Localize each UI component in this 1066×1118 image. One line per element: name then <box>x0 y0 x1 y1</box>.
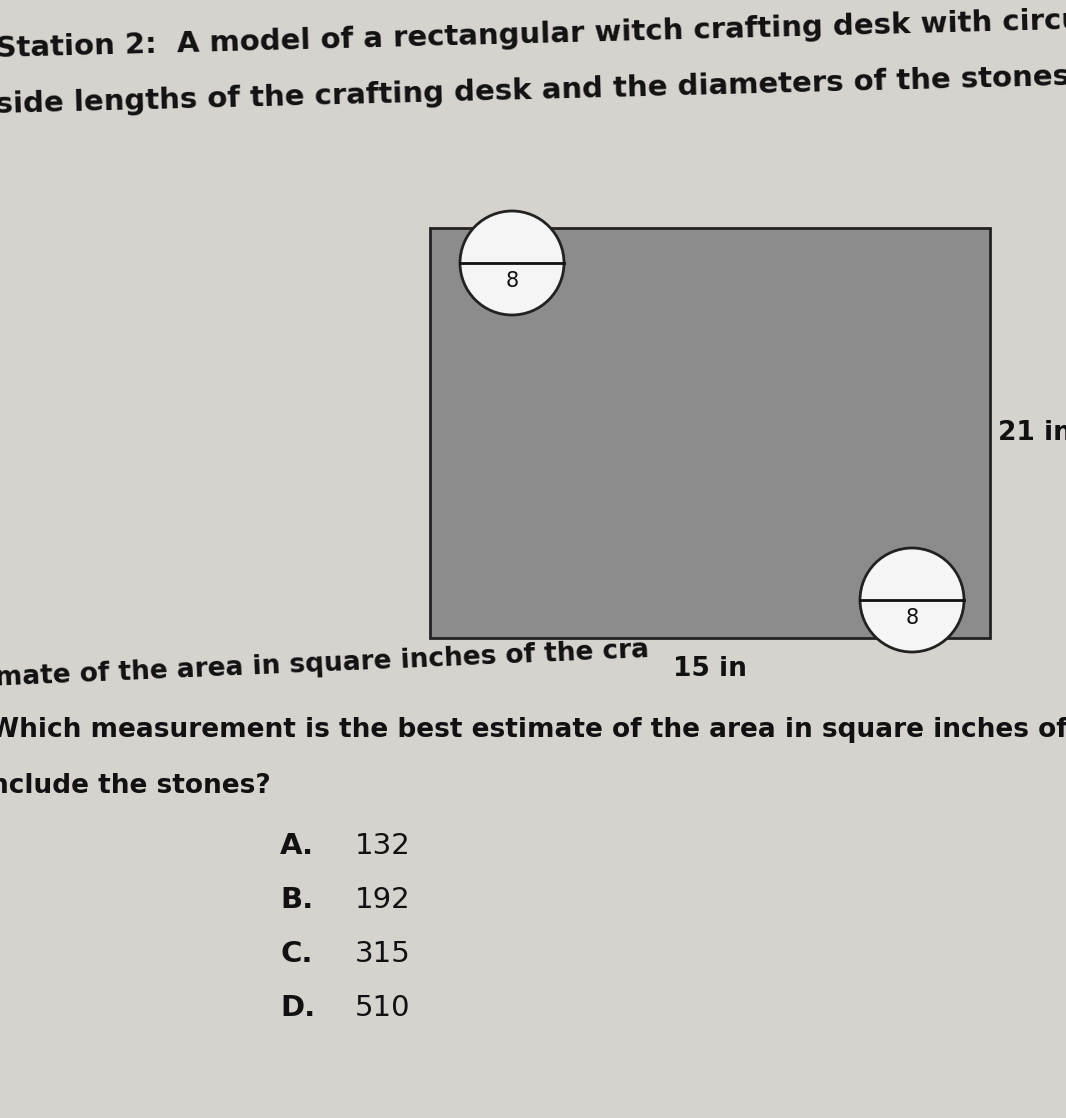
Text: 510: 510 <box>355 994 410 1022</box>
Text: Which measurement is the best estimate of the area in square inches of the cra: Which measurement is the best estimate o… <box>0 717 1066 743</box>
Bar <box>430 228 990 638</box>
Text: Station 2:  A model of a rectangular witch crafting desk with circular sto: Station 2: A model of a rectangular witc… <box>0 3 1066 63</box>
Text: nclude the stones?: nclude the stones? <box>0 773 271 799</box>
Text: 315: 315 <box>355 940 410 968</box>
Text: 8: 8 <box>905 608 919 628</box>
Circle shape <box>461 211 564 315</box>
Text: 8: 8 <box>505 271 518 291</box>
Text: 192: 192 <box>355 885 410 915</box>
Text: 132: 132 <box>355 832 410 860</box>
Text: B.: B. <box>280 885 313 915</box>
Text: C.: C. <box>280 940 312 968</box>
Text: Which measurement is the best estimate of the area in square inches of the cra: Which measurement is the best estimate o… <box>0 637 650 716</box>
Circle shape <box>860 548 964 652</box>
Text: D.: D. <box>280 994 316 1022</box>
Text: side lengths of the crafting desk and the diameters of the stones are la: side lengths of the crafting desk and th… <box>0 60 1066 120</box>
Text: 15 in: 15 in <box>673 656 747 682</box>
Text: A.: A. <box>280 832 314 860</box>
Text: 21 in: 21 in <box>998 420 1066 446</box>
